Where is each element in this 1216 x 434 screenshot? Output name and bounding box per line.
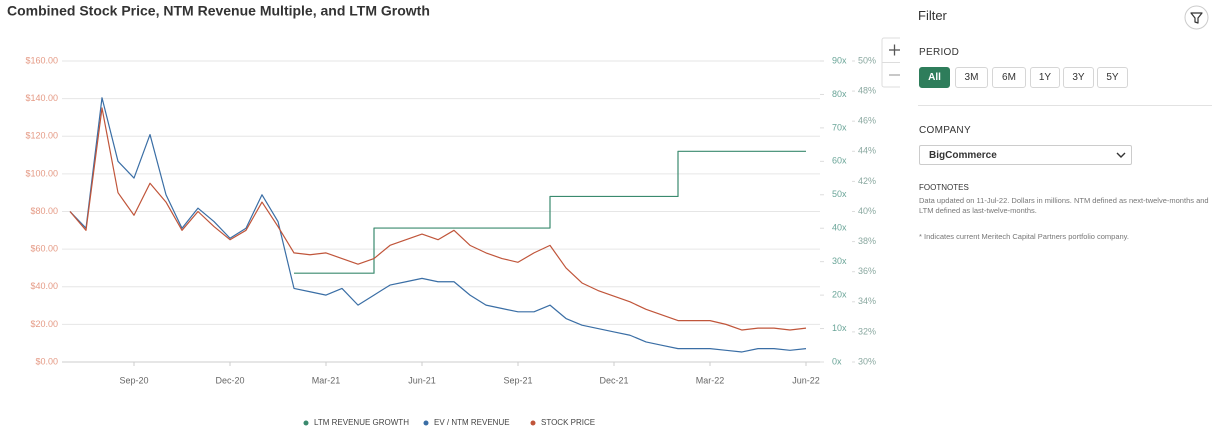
- y3-tick-label: 44%: [858, 146, 876, 156]
- series-line: [294, 150, 806, 274]
- x-tick-label: Mar-22: [696, 375, 725, 385]
- x-tick-label: Dec-20: [215, 375, 244, 385]
- y2-tick-label: 90x: [832, 55, 847, 65]
- legend-marker: [423, 420, 429, 426]
- y-tick-label: $160.00: [25, 55, 58, 65]
- x-tick-label: Jun-22: [792, 375, 820, 385]
- legend-marker: [303, 420, 309, 426]
- company-label: COMPANY: [919, 125, 971, 136]
- panel-title: Filter: [918, 8, 947, 23]
- y3-tick-label: 38%: [858, 236, 876, 246]
- legend-label: STOCK PRICE: [541, 418, 595, 427]
- zoom-controls: [881, 37, 900, 88]
- y-tick-label: $120.00: [25, 131, 58, 141]
- y2-tick-label: 0x: [832, 356, 842, 366]
- y2-tick-label: 80x: [832, 89, 847, 99]
- series-line: [69, 97, 807, 353]
- period-button[interactable]: 3Y: [1063, 67, 1094, 88]
- x-tick-label: Jun-21: [408, 375, 436, 385]
- legend-label: LTM REVENUE GROWTH: [314, 418, 409, 427]
- chart-title: Combined Stock Price, NTM Revenue Multip…: [7, 3, 430, 19]
- y2-tick-label: 10x: [832, 323, 847, 333]
- filter-icon[interactable]: [1184, 5, 1209, 30]
- y2-tick-label: 70x: [832, 122, 847, 132]
- x-tick-label: Sep-21: [503, 375, 532, 385]
- y3-tick-label: 30%: [858, 356, 876, 366]
- y-tick-label: $140.00: [25, 93, 58, 103]
- x-tick-label: Dec-21: [599, 375, 628, 385]
- filter-panel: Filter PERIOD All 3M 6M 1Y 3Y 5Y COMPANY BigC…: [918, 0, 1214, 434]
- x-tick-label: Mar-21: [312, 375, 341, 385]
- footnote: * Indicates current Meritech Capital Par…: [919, 232, 1129, 241]
- legend-label: EV / NTM REVENUE: [434, 418, 510, 427]
- company-select[interactable]: BigCommerce: [919, 145, 1132, 165]
- y-tick-label: $60.00: [30, 244, 58, 254]
- y-tick-label: $0.00: [35, 356, 58, 366]
- y3-tick-label: 32%: [858, 326, 876, 336]
- y2-tick-label: 40x: [832, 223, 847, 233]
- company-value: BigCommerce: [929, 150, 997, 161]
- y2-tick-label: 30x: [832, 256, 847, 266]
- period-button[interactable]: 6M: [992, 67, 1026, 88]
- period-button[interactable]: 3M: [955, 67, 988, 88]
- zoom-in[interactable]: [889, 44, 900, 56]
- y-tick-label: $20.00: [30, 319, 58, 329]
- y-tick-label: $40.00: [30, 281, 58, 291]
- y-tick-label: $80.00: [30, 206, 58, 216]
- y2-tick-label: 20x: [832, 289, 847, 299]
- footnote: Data updated on 11-Jul-22. Dollars in mi…: [919, 196, 1209, 215]
- chart: Combined Stock Price, NTM Revenue Multip…: [7, 3, 900, 427]
- y2-tick-label: 50x: [832, 189, 847, 199]
- legend-marker: [530, 420, 536, 426]
- footnotes-label: FOOTNOTES: [919, 183, 969, 192]
- y3-tick-label: 36%: [858, 266, 876, 276]
- chevron: [1116, 152, 1126, 158]
- y3-tick-label: 50%: [858, 55, 876, 65]
- y3-tick-label: 34%: [858, 296, 876, 306]
- y3-tick-label: 48%: [858, 85, 876, 95]
- y2-tick-label: 60x: [832, 156, 847, 166]
- y-tick-label: $100.00: [25, 168, 58, 178]
- period-button[interactable]: All: [919, 67, 950, 88]
- x-tick-label: Sep-20: [119, 375, 148, 385]
- y3-tick-label: 42%: [858, 176, 876, 186]
- series-line: [69, 107, 807, 331]
- period-label: PERIOD: [919, 47, 960, 58]
- y3-tick-label: 40%: [858, 206, 876, 216]
- y3-tick-label: 46%: [858, 116, 876, 126]
- period-button[interactable]: 1Y: [1030, 67, 1060, 88]
- period-button[interactable]: 5Y: [1097, 67, 1128, 88]
- separator: [918, 105, 1212, 106]
